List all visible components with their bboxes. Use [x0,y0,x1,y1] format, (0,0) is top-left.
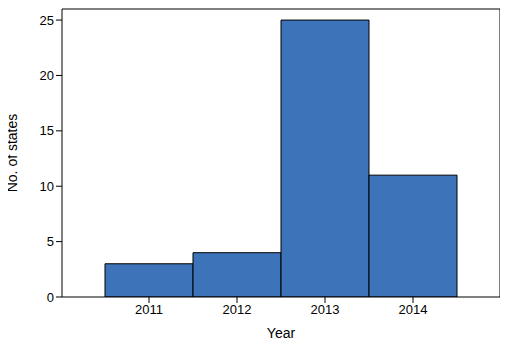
svg-text:5: 5 [47,234,54,249]
svg-text:15: 15 [40,123,54,138]
svg-text:Year: Year [267,325,296,341]
svg-text:2012: 2012 [223,302,252,317]
svg-text:10: 10 [40,179,54,194]
svg-text:2011: 2011 [135,302,163,317]
svg-text:20: 20 [40,68,54,83]
svg-text:2014: 2014 [399,302,428,317]
svg-text:No. of states: No. of states [8,114,20,193]
svg-text:25: 25 [40,13,54,28]
svg-text:2013: 2013 [311,302,340,317]
svg-text:0: 0 [47,290,54,305]
